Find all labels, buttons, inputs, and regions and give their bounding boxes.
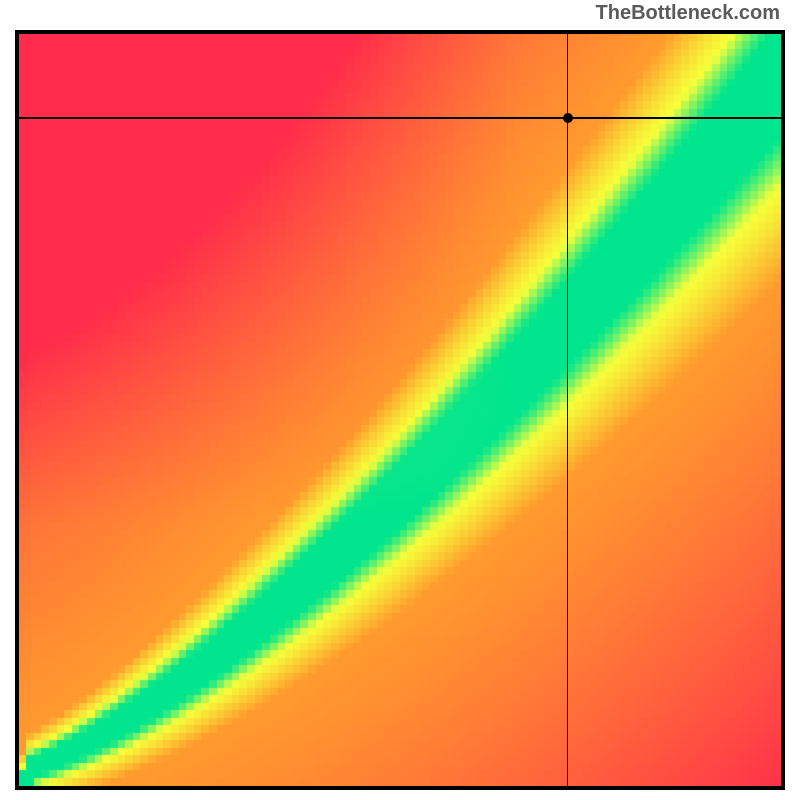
chart-frame: [15, 30, 785, 790]
crosshair-horizontal: [19, 117, 781, 119]
bottleneck-heatmap: [19, 34, 781, 786]
crosshair-vertical: [567, 34, 569, 786]
watermark: TheBottleneck.com: [596, 2, 780, 25]
crosshair-marker: [563, 113, 573, 123]
